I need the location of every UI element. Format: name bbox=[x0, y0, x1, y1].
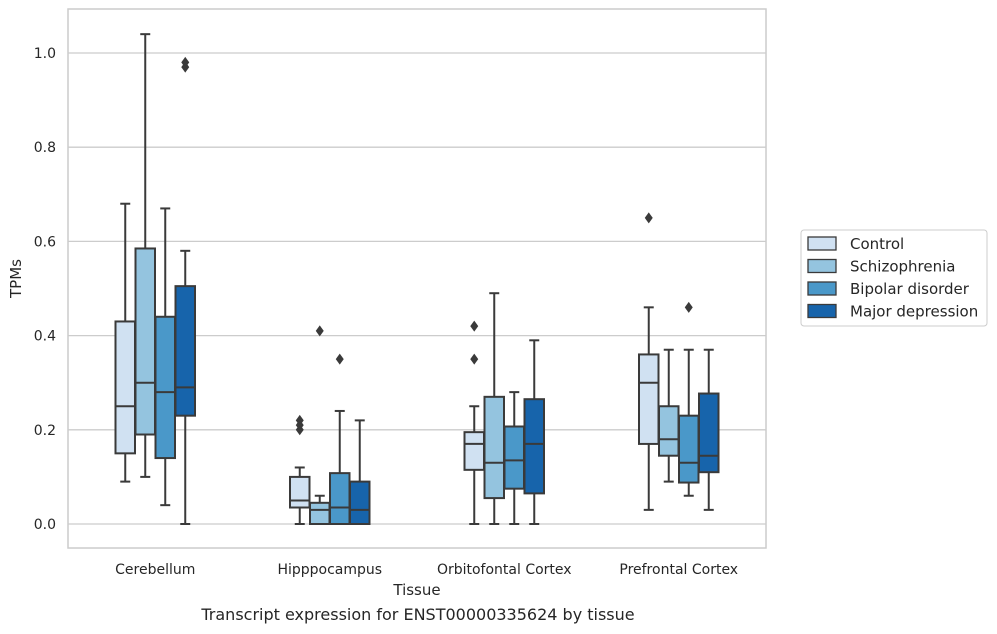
box-body bbox=[638, 353, 660, 445]
box-orbitofontal-cortex bbox=[503, 391, 525, 525]
y-tick-label: 0.6 bbox=[34, 234, 56, 250]
legend-label: Major depression bbox=[850, 303, 978, 321]
box-body bbox=[463, 431, 485, 471]
x-tick-label: Orbitofontal Cortex bbox=[437, 562, 572, 578]
series-control bbox=[114, 202, 660, 525]
legend-swatch bbox=[807, 236, 837, 251]
y-tick-label: 0.0 bbox=[34, 517, 56, 533]
box-cerebellum bbox=[134, 33, 156, 478]
y-axis-label: TPMs bbox=[7, 259, 25, 299]
y-tick-labels: 0.0 0.2 0.4 0.6 0.8 1.0 bbox=[34, 46, 56, 533]
series-bipolar-disorder bbox=[154, 207, 700, 525]
box-body bbox=[309, 501, 331, 525]
box-body bbox=[523, 398, 545, 495]
box-body bbox=[349, 480, 371, 525]
outlier-point bbox=[470, 320, 479, 332]
box-prefrontal-cortex bbox=[658, 348, 680, 483]
box-orbitofontal-cortex bbox=[523, 339, 545, 525]
box-body bbox=[503, 425, 525, 490]
box-body bbox=[134, 247, 156, 436]
box-body bbox=[698, 392, 720, 474]
box-cerebellum bbox=[154, 207, 176, 507]
box-hipppocampus bbox=[289, 414, 311, 525]
legend-label: Bipolar disorder bbox=[850, 280, 970, 298]
box-body bbox=[678, 414, 700, 484]
box-cerebellum bbox=[174, 56, 196, 525]
box-hipppocampus bbox=[329, 353, 351, 525]
outlier-point bbox=[684, 301, 693, 313]
box-body bbox=[114, 320, 136, 455]
series-major-depression bbox=[174, 56, 720, 525]
box-orbitofontal-cortex bbox=[463, 320, 485, 525]
outlier-point bbox=[295, 414, 304, 426]
x-tick-label: Hipppocampus bbox=[277, 562, 382, 578]
legend-label: Control bbox=[850, 235, 904, 253]
outlier-point bbox=[470, 353, 479, 365]
outlier-point bbox=[315, 325, 324, 337]
box-body bbox=[658, 405, 680, 457]
box-cerebellum bbox=[114, 202, 136, 483]
series-schizophrenia bbox=[134, 33, 680, 525]
box-hipppocampus bbox=[349, 419, 371, 525]
legend: Control Schizophrenia Bipolar disorder Majo… bbox=[800, 229, 988, 327]
box-body bbox=[174, 285, 196, 417]
legend-box bbox=[800, 229, 988, 327]
y-tick-label: 0.4 bbox=[34, 329, 56, 345]
y-tick-label: 1.0 bbox=[34, 46, 56, 62]
box-body bbox=[289, 475, 311, 509]
legend-swatch bbox=[807, 303, 837, 319]
legend-swatch bbox=[807, 258, 837, 274]
y-tick-label: 0.2 bbox=[34, 423, 56, 439]
outlier-point bbox=[644, 212, 653, 224]
box-body bbox=[154, 315, 176, 460]
x-tick-label: Cerebellum bbox=[115, 562, 195, 578]
outlier-point bbox=[335, 353, 344, 365]
x-tick-labels: Cerebellum Hipppocampus Orbitofontal Corte… bbox=[115, 562, 738, 578]
box-prefrontal-cortex bbox=[638, 212, 660, 511]
x-tick-label: Prefrontal Cortex bbox=[619, 562, 738, 578]
x-axis-label: Tissue bbox=[392, 581, 440, 599]
outlier-point bbox=[181, 56, 190, 68]
box-plot-series bbox=[114, 33, 720, 525]
box-orbitofontal-cortex bbox=[483, 292, 505, 525]
box-body bbox=[329, 472, 351, 525]
figure-caption: Transcript expression for ENST0000033562… bbox=[201, 605, 635, 624]
y-tick-label: 0.8 bbox=[34, 140, 56, 156]
plot-frame bbox=[67, 8, 767, 549]
box-hipppocampus bbox=[309, 325, 331, 525]
legend-swatch bbox=[807, 281, 837, 296]
box-prefrontal-cortex bbox=[698, 348, 720, 511]
box-prefrontal-cortex bbox=[678, 301, 700, 497]
legend-label: Schizophrenia bbox=[850, 258, 955, 276]
box-body bbox=[483, 395, 505, 500]
